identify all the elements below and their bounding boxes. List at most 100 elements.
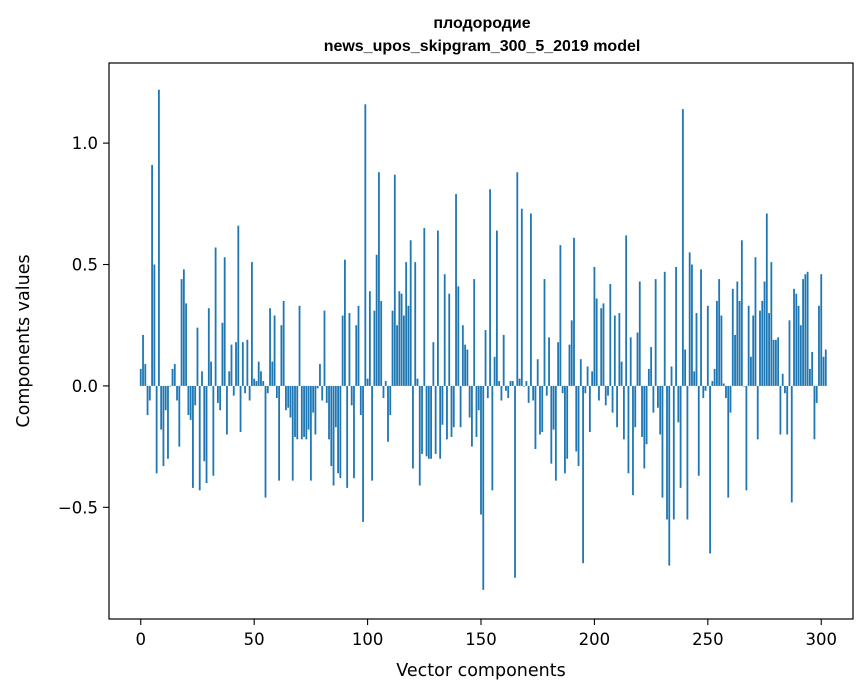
bar [700,269,702,386]
bar [554,385,557,481]
bar [223,257,226,386]
bar [618,313,621,386]
bar [679,385,682,488]
bar [237,225,240,386]
bars-group [139,89,827,590]
bar [579,359,582,386]
bar [446,385,448,440]
bar [180,279,183,386]
bar [527,385,530,403]
bar [632,385,634,496]
bar [262,381,265,386]
bar [251,262,253,386]
bar [489,189,491,386]
bar [566,385,569,459]
bar [255,381,258,386]
bar [813,385,816,440]
bar [770,262,773,386]
bar [706,305,709,386]
bar [144,364,147,386]
bar [729,385,732,413]
bar [280,325,283,386]
bar [312,385,315,413]
bar [684,349,687,386]
bar [768,313,770,386]
bar [799,325,802,386]
bar [189,385,192,420]
bar [643,385,646,469]
bar [666,385,668,520]
bar [178,385,181,447]
bar [774,339,777,386]
bar [688,252,691,386]
bar [287,385,290,408]
bar [627,385,630,474]
bar [609,283,612,386]
bar [568,344,571,386]
bar [754,257,757,386]
bar [736,281,739,386]
y-axis-ticks: −0.5 0.0 0.5 1.0 [58,134,109,517]
bar [595,298,598,386]
bar [314,385,317,435]
bar [452,385,455,428]
bar [216,385,219,403]
bar [289,385,292,418]
bar [686,385,689,520]
bar [545,385,548,396]
bar [493,356,496,386]
bar [432,342,435,386]
bar [405,262,408,386]
bar [194,385,197,406]
bar [162,385,165,467]
bar [253,378,256,386]
bar [416,378,419,386]
bar [459,385,462,428]
bar [652,385,655,413]
bar [747,305,750,386]
bar [350,385,353,406]
y-tick-label: 1.0 [72,134,98,153]
bar [455,194,457,386]
bar [743,385,746,387]
x-tick-label: 150 [465,630,497,649]
bar [368,291,371,386]
bar [427,385,430,459]
bar [305,385,308,440]
bar [498,381,501,386]
x-tick-label: 300 [805,630,837,649]
bar [468,385,471,418]
bar [309,385,312,481]
bar [359,385,362,416]
bar [425,385,428,457]
bar [473,279,476,386]
bar [650,347,653,386]
bar [192,385,194,488]
bar [214,247,217,386]
bar [475,385,478,437]
bar [815,385,818,403]
bar [809,368,811,386]
bar [330,385,333,467]
bar [364,104,367,386]
bar [239,385,242,433]
bar [464,344,467,386]
bar [480,385,482,515]
bar [788,320,791,386]
bar [409,240,412,386]
bar [620,361,623,386]
bar [437,230,439,386]
bar [380,300,383,386]
bar [207,308,210,386]
bar [448,293,451,386]
bar [511,381,514,386]
bar [634,385,637,428]
bar [765,213,768,386]
bar [711,381,714,386]
bar [786,385,789,435]
bar [570,320,573,386]
bar [702,385,705,399]
bar [625,235,628,386]
bar [461,325,464,386]
